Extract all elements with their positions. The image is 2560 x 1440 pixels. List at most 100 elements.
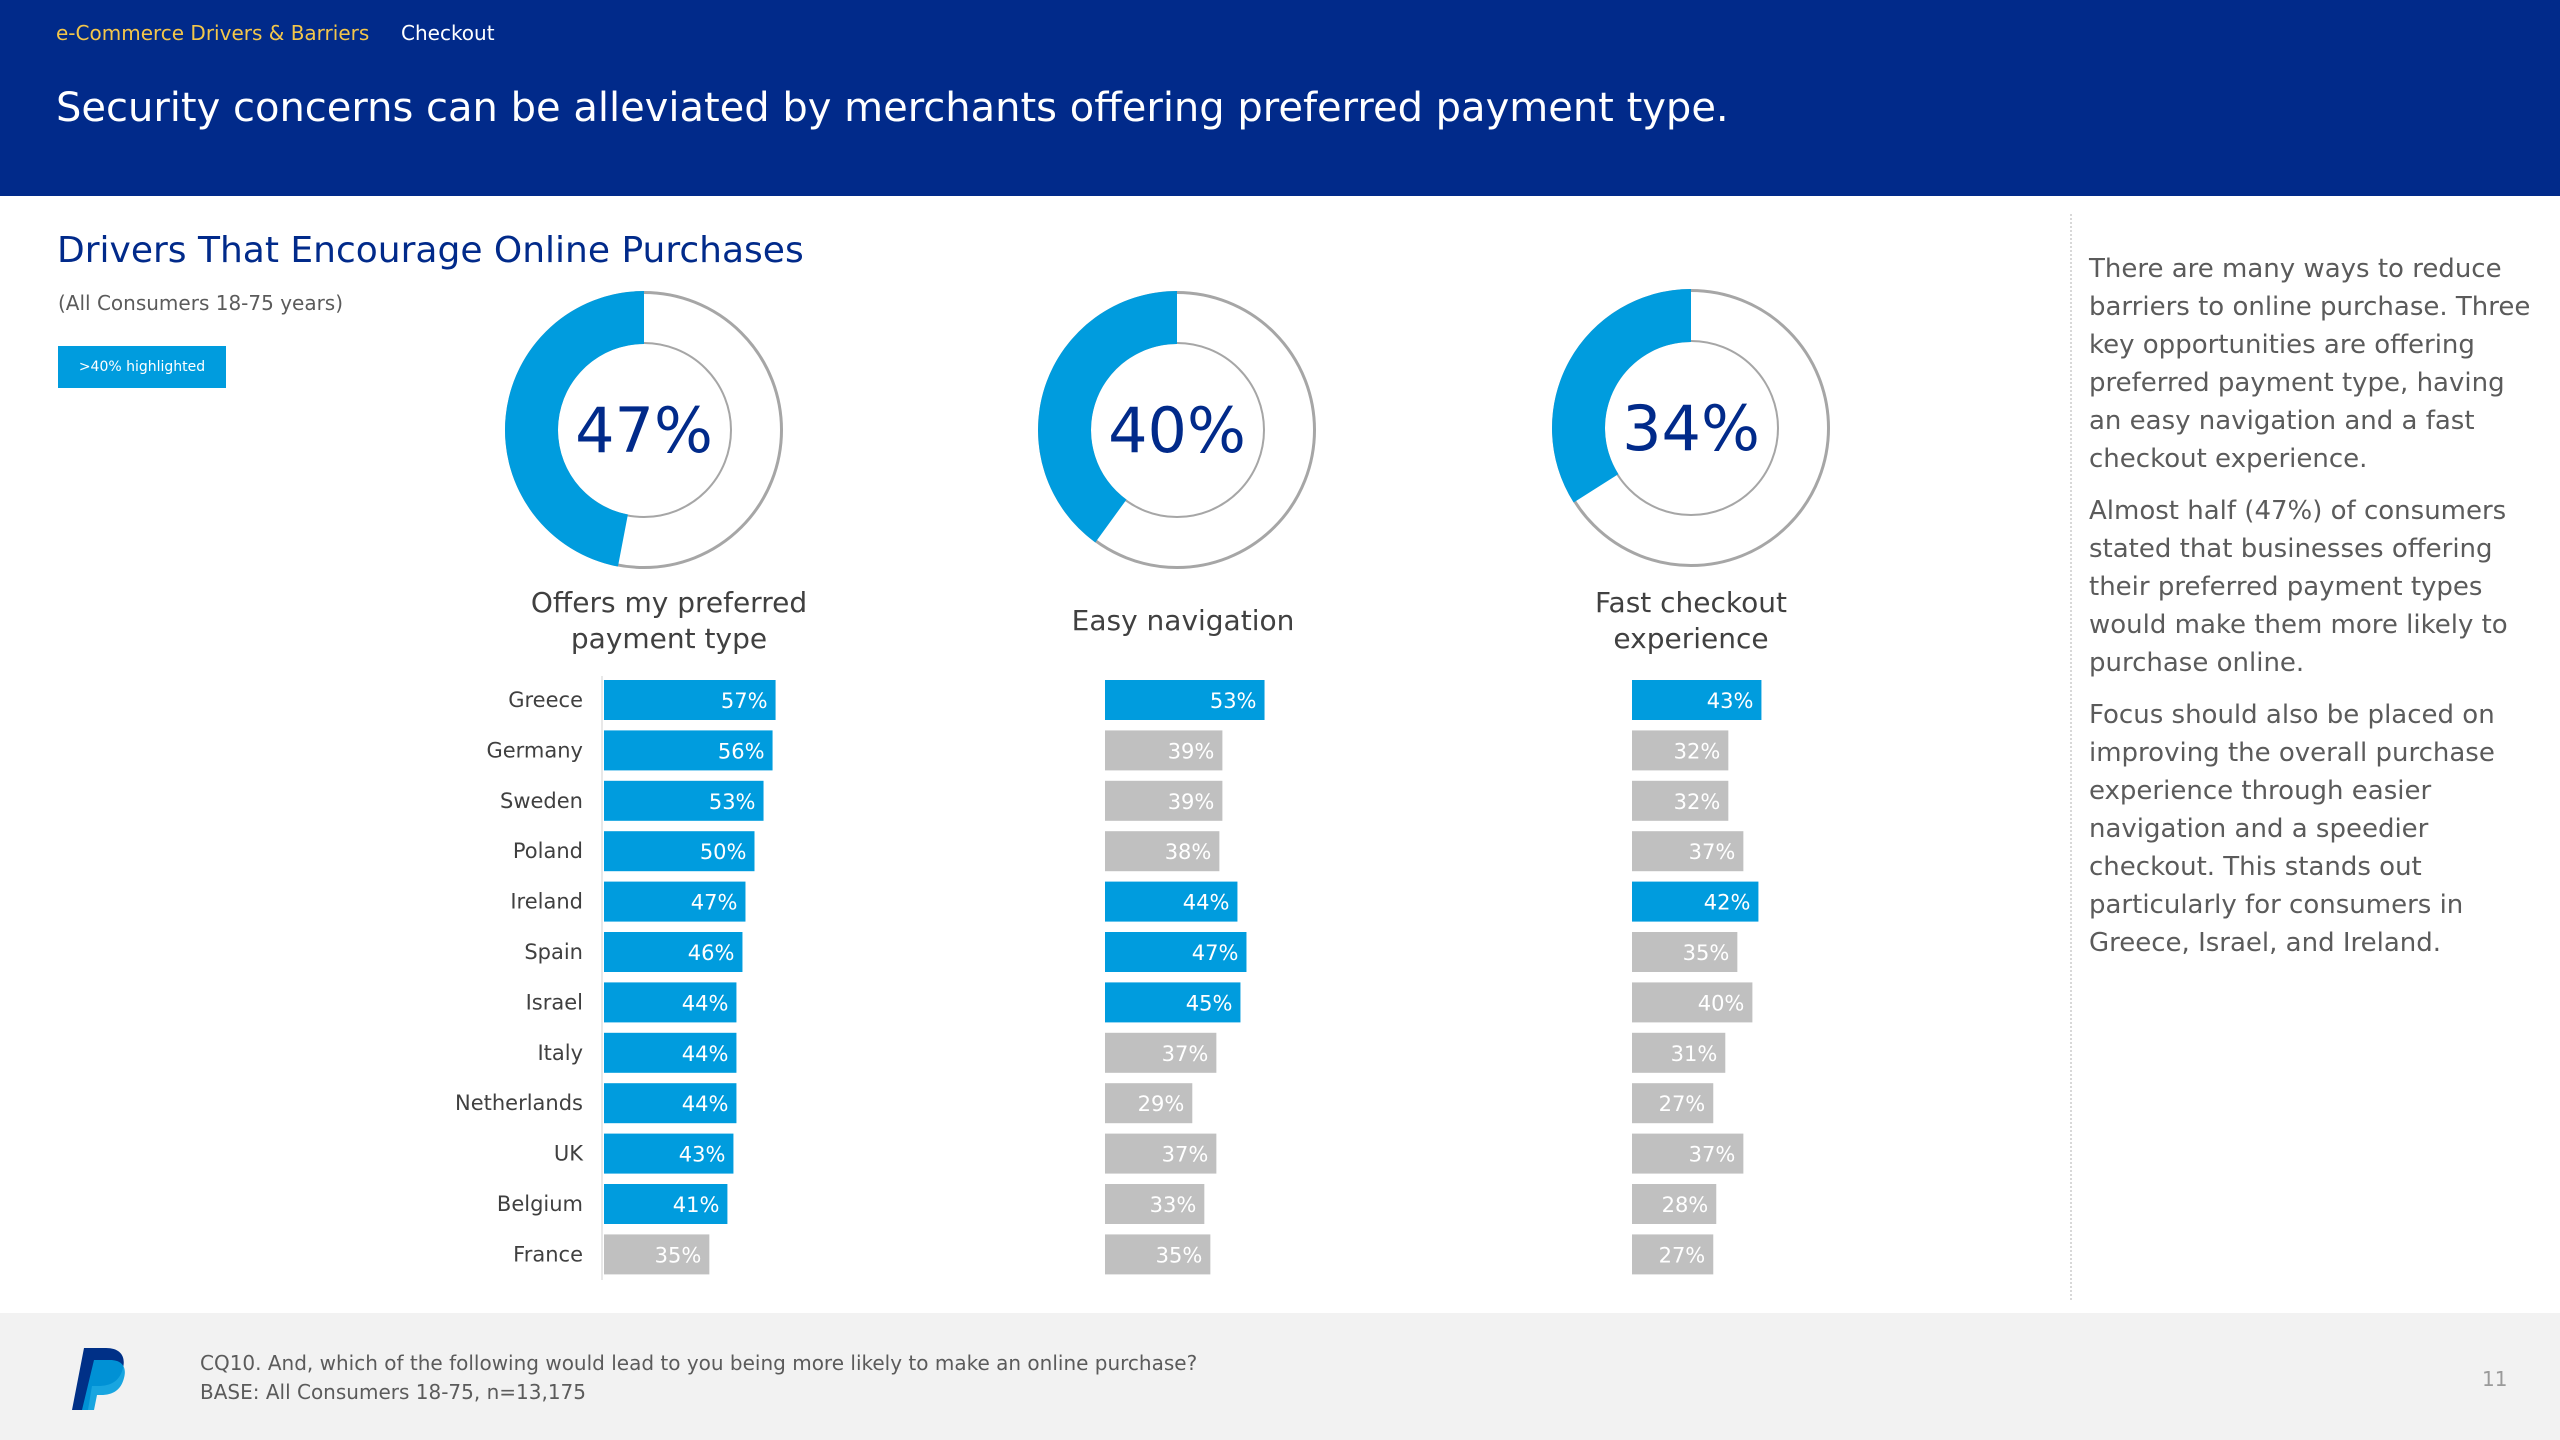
bar	[1105, 730, 1223, 771]
bar-value-label: 50%	[700, 840, 747, 864]
country-label: Italy	[537, 1041, 583, 1065]
breadcrumb-page[interactable]: Checkout	[401, 21, 495, 45]
bar	[1105, 1083, 1193, 1124]
bar	[604, 1083, 737, 1124]
bar	[1105, 780, 1223, 821]
bar	[1632, 780, 1729, 821]
bar-value-label: 44%	[682, 1042, 729, 1066]
drivers-chart: Greece Germany Sweden Poland Ireland Spain Isr…	[455, 289, 1830, 1280]
bar-value-label: 37%	[1689, 840, 1736, 864]
bar-value-label: 35%	[1156, 1243, 1203, 1267]
series-label: Offers my preferred	[531, 586, 807, 619]
bar-value-label: 28%	[1662, 1193, 1709, 1217]
bar	[1632, 1083, 1714, 1124]
header-banner	[0, 0, 2560, 196]
bar	[1632, 1032, 1726, 1073]
bar	[1632, 1234, 1714, 1275]
bar	[604, 932, 743, 972]
bar	[604, 680, 776, 720]
bar-value-label: 41%	[673, 1193, 720, 1217]
donut-center-value: 34%	[1622, 392, 1760, 465]
bar	[1632, 932, 1738, 972]
bar-value-label: 32%	[1674, 790, 1721, 814]
country-label: Netherlands	[455, 1091, 583, 1115]
bar	[604, 1234, 710, 1275]
bar	[1105, 1184, 1205, 1224]
bar	[1632, 831, 1744, 872]
page-headline: Security concerns can be alleviated by m…	[56, 85, 1729, 131]
country-label: Poland	[513, 839, 583, 863]
bar-value-label: 47%	[691, 891, 738, 915]
country-label: Sweden	[500, 789, 583, 813]
bar-value-label: 45%	[1186, 991, 1233, 1015]
bar	[1105, 831, 1220, 872]
donut-center-value: 40%	[1108, 394, 1246, 467]
bar-value-label: 43%	[1707, 689, 1754, 713]
bar-value-label: 53%	[1210, 689, 1257, 713]
bar	[1632, 982, 1753, 1023]
country-label: Belgium	[497, 1192, 583, 1216]
bar-value-label: 44%	[682, 991, 729, 1015]
series-label: Fast checkout	[1595, 586, 1787, 619]
bar	[604, 831, 755, 872]
bar	[1105, 680, 1265, 720]
bar-value-label: 53%	[709, 790, 756, 814]
country-label: France	[513, 1242, 583, 1266]
bar	[604, 982, 737, 1023]
country-label: Spain	[524, 940, 583, 964]
bar-value-label: 37%	[1162, 1143, 1209, 1167]
commentary-paragraph: Almost half (47%) of consumers stated th…	[2089, 496, 2508, 678]
bar-value-label: 43%	[679, 1143, 726, 1167]
bar	[1105, 982, 1241, 1023]
donut-segment	[1037, 291, 1177, 543]
bar-value-label: 31%	[1671, 1042, 1718, 1066]
bar	[1632, 1133, 1744, 1174]
bar	[604, 1184, 728, 1224]
commentary-paragraph: Focus should also be placed on improving…	[2089, 700, 2495, 958]
bar-value-label: 47%	[1192, 941, 1239, 965]
bar	[1632, 1184, 1717, 1224]
paypal-logo-icon	[72, 1348, 125, 1410]
country-label: Greece	[508, 688, 583, 712]
country-label: Ireland	[510, 890, 583, 914]
breadcrumb-section[interactable]: e-Commerce Drivers & Barriers	[56, 21, 370, 45]
chart-subtitle: (All Consumers 18-75 years)	[58, 291, 344, 315]
survey-base: BASE: All Consumers 18-75, n=13,175	[200, 1380, 586, 1404]
bar-value-label: 29%	[1138, 1092, 1185, 1116]
bar	[604, 881, 746, 922]
bar-value-label: 32%	[1674, 739, 1721, 763]
bar	[1632, 881, 1759, 922]
series-label: payment type	[571, 622, 767, 655]
bar-value-label: 42%	[1704, 891, 1751, 915]
donut-center-value: 47%	[575, 394, 713, 467]
donut-segment	[505, 291, 644, 567]
series-label: Easy navigation	[1072, 604, 1295, 637]
bar-value-label: 33%	[1150, 1193, 1197, 1217]
bar-value-label: 44%	[1183, 891, 1230, 915]
bar-value-label: 37%	[1162, 1042, 1209, 1066]
highlight-legend-badge: >40% highlighted	[58, 346, 226, 388]
survey-question: CQ10. And, which of the following would …	[200, 1351, 1198, 1375]
bar-value-label: 40%	[1698, 991, 1745, 1015]
bar	[604, 780, 764, 821]
bar	[1105, 1032, 1217, 1073]
bar-value-label: 39%	[1168, 790, 1215, 814]
commentary-paragraph: There are many ways to reduce barriers t…	[2089, 254, 2531, 474]
footer-bar	[0, 1313, 2560, 1440]
page-number: 11	[2482, 1367, 2508, 1391]
commentary-panel: There are many ways to reduce barriers t…	[2089, 250, 2544, 976]
series-label: experience	[1613, 622, 1768, 655]
donut-segment	[1552, 289, 1691, 503]
chart-title: Drivers That Encourage Online Purchases	[57, 230, 804, 271]
bar-value-label: 27%	[1659, 1092, 1706, 1116]
bar-value-label: 39%	[1168, 739, 1215, 763]
bar-value-label: 35%	[1683, 941, 1730, 965]
bar-value-label: 44%	[682, 1092, 729, 1116]
column-divider	[2070, 214, 2072, 1300]
bar	[1105, 881, 1238, 922]
bar-value-label: 37%	[1689, 1143, 1736, 1167]
bar-value-label: 38%	[1165, 840, 1212, 864]
bar-value-label: 46%	[688, 941, 735, 965]
bar	[1632, 680, 1762, 720]
bar-value-label: 35%	[655, 1243, 702, 1267]
